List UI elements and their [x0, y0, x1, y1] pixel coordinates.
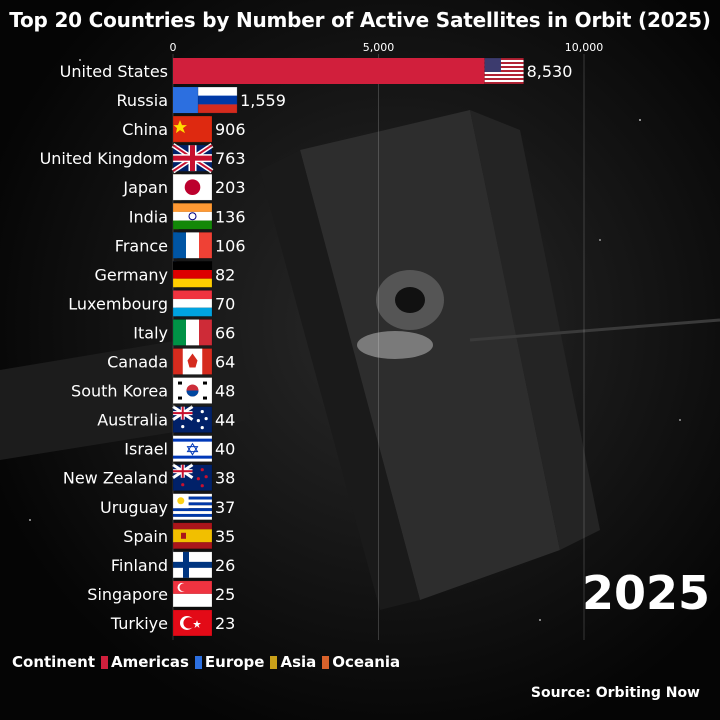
category-label: South Korea [71, 382, 168, 401]
legend-item-europe: Europe [194, 653, 265, 671]
israel-flag-icon [172, 435, 213, 462]
value-label: 136 [215, 207, 246, 226]
x-tick-label: 5,000 [363, 41, 395, 54]
legend-swatch-asia [270, 655, 278, 669]
value-label: 37 [215, 498, 235, 517]
legend-swatch-europe [194, 655, 202, 669]
germany-flag-icon [172, 261, 213, 288]
legend-item-oceania: Oceania [322, 653, 400, 671]
category-label: Israel [124, 440, 168, 459]
category-label: Finland [111, 556, 168, 575]
value-label: 23 [215, 614, 235, 633]
category-label: United States [60, 62, 168, 81]
bar [173, 58, 524, 84]
italy-flag-icon [172, 319, 213, 346]
category-label: United Kingdom [40, 149, 168, 168]
value-label: 82 [215, 265, 235, 284]
france-flag-icon [172, 232, 213, 259]
japan-flag-icon [172, 173, 213, 201]
category-label: Uruguay [100, 498, 168, 517]
chart-title: Top 20 Countries by Number of Active Sat… [9, 8, 711, 32]
category-label: India [129, 207, 168, 226]
value-label: 64 [215, 353, 235, 372]
x-tick-label: 0 [170, 41, 177, 54]
category-label: Japan [122, 178, 168, 197]
value-label: 203 [215, 178, 246, 197]
legend-item-asia: Asia [270, 653, 316, 671]
legend-swatch-oceania [322, 655, 330, 669]
legend-item-americas: Americas [101, 653, 189, 671]
value-label: 763 [215, 149, 246, 168]
value-label: 44 [215, 411, 235, 430]
turkiye-flag-icon [172, 609, 213, 637]
russia-flag-icon [197, 86, 238, 114]
legend-title: Continent [12, 653, 96, 671]
value-label: 66 [215, 323, 235, 342]
category-label: Canada [107, 353, 168, 372]
value-label: 70 [215, 294, 235, 313]
category-label: Russia [117, 91, 168, 110]
category-label: France [115, 236, 168, 255]
source-credit: Source: Orbiting Now [530, 685, 700, 701]
legend-label-asia: Asia [280, 653, 317, 671]
legend: Continent Americas Europe Asia Oceania [12, 653, 400, 671]
value-label: 106 [215, 236, 246, 255]
legend-swatch-americas [101, 655, 109, 669]
uruguay-flag-icon [172, 493, 213, 520]
south-korea-flag-icon [172, 377, 213, 404]
x-tick-label: 10,000 [565, 41, 604, 54]
us-flag-icon [484, 57, 524, 85]
category-label: China [122, 120, 168, 139]
category-label: Turkiye [110, 614, 168, 633]
spain-flag-icon [172, 522, 213, 550]
value-label: 906 [215, 120, 246, 139]
canada-flag-icon [172, 348, 213, 375]
singapore-flag-icon [172, 580, 213, 608]
luxembourg-flag-icon [172, 290, 213, 317]
china-flag-icon [172, 115, 213, 143]
value-label: 26 [215, 556, 235, 575]
category-label: Australia [97, 411, 168, 430]
value-label: 48 [215, 382, 235, 401]
category-label: Germany [94, 265, 168, 284]
new-zealand-flag-icon [172, 463, 213, 491]
category-label: Singapore [87, 585, 168, 604]
uk-flag-icon [171, 143, 214, 174]
category-label: Spain [123, 527, 168, 546]
value-label: 25 [215, 585, 235, 604]
value-label: 35 [215, 527, 235, 546]
category-label: Italy [133, 323, 168, 342]
value-label: 1,559 [240, 91, 286, 110]
legend-label-americas: Americas [111, 653, 189, 671]
legend-label-europe: Europe [204, 653, 265, 671]
value-label: 40 [215, 440, 235, 459]
india-flag-icon [172, 203, 213, 230]
finland-flag-icon [172, 551, 213, 579]
category-label: Luxembourg [68, 294, 168, 313]
category-label: New Zealand [63, 469, 168, 488]
value-label: 8,530 [527, 62, 573, 81]
year-label: 2025 [582, 566, 711, 620]
australia-flag-icon [172, 405, 213, 433]
legend-label-oceania: Oceania [332, 653, 401, 671]
value-label: 38 [215, 469, 235, 488]
